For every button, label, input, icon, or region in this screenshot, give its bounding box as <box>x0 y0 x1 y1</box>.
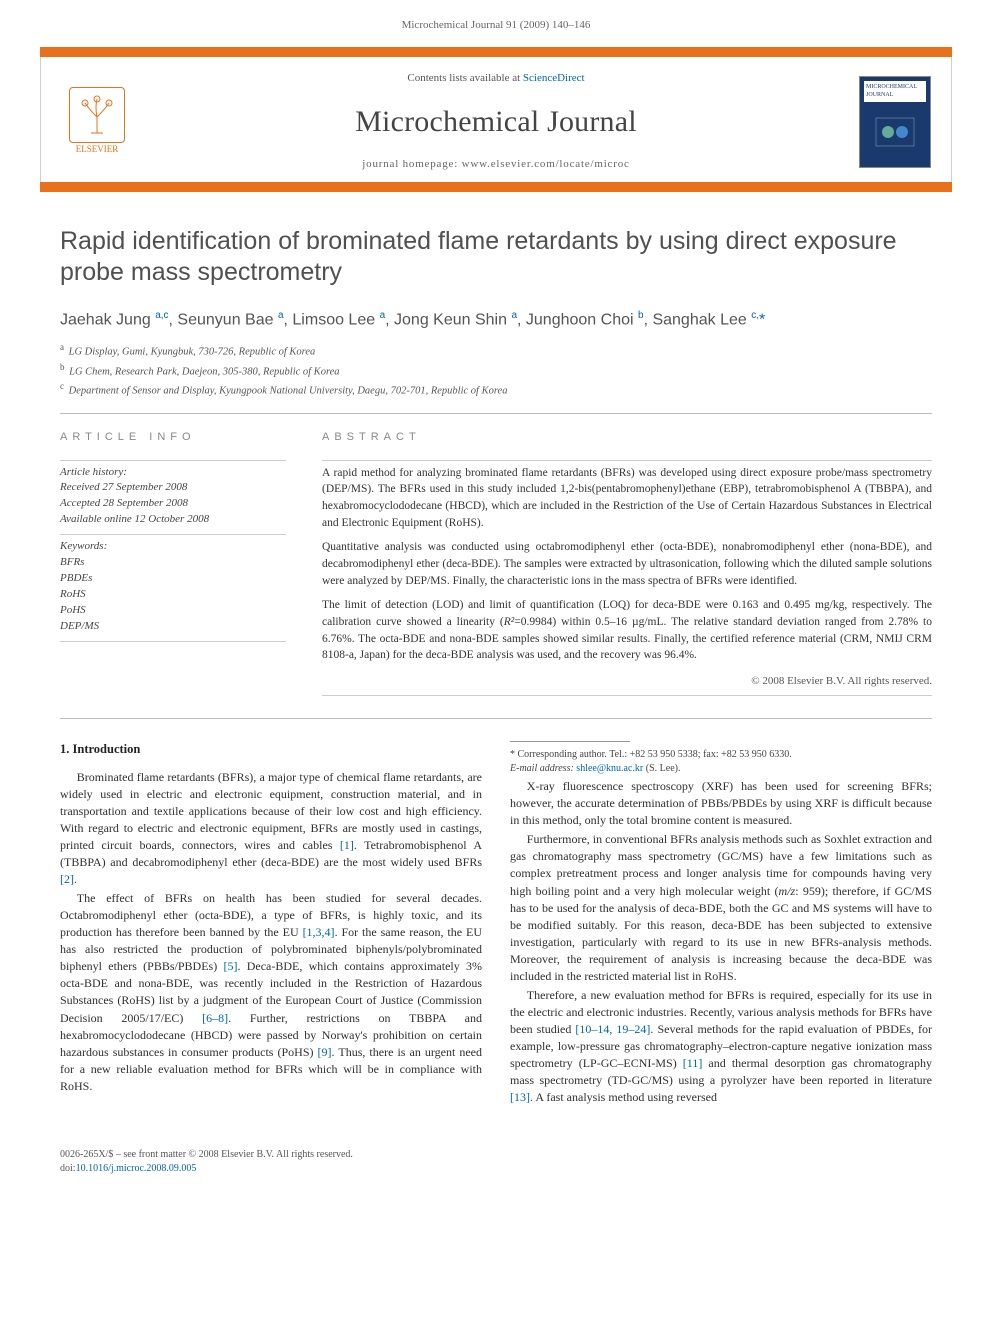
abstract-copyright: © 2008 Elsevier B.V. All rights reserved… <box>322 674 932 689</box>
masthead-accent-bar <box>40 47 952 57</box>
affiliation-c: c Department of Sensor and Display, Kyun… <box>60 380 932 399</box>
footer-left: 0026-265X/$ – see front matter © 2008 El… <box>60 1148 353 1176</box>
citation-link[interactable]: [10–14, 19–24] <box>575 1022 650 1036</box>
keyword-item: RoHS <box>60 587 286 603</box>
history-received: Received 27 September 2008 <box>60 480 286 496</box>
contents-available-line: Contents lists available at ScienceDirec… <box>151 71 841 86</box>
article-info-heading: ARTICLE INFO <box>60 430 286 445</box>
citation-link[interactable]: [6–8] <box>202 1011 228 1025</box>
footnote-email: E-mail address: shlee@knu.ac.kr (S. Lee)… <box>510 762 932 776</box>
affiliations: a LG Display, Gumi, Kyungbuk, 730-726, R… <box>60 341 932 399</box>
homepage-prefix: journal homepage: <box>362 158 461 170</box>
citation-link[interactable]: [13] <box>510 1090 530 1104</box>
section-divider <box>60 718 932 719</box>
body-paragraph: X-ray fluorescence spectroscopy (XRF) ha… <box>510 778 932 829</box>
article-history: Article history: Received 27 September 2… <box>60 465 286 529</box>
contents-prefix: Contents lists available at <box>407 72 522 84</box>
elsevier-logo-label: ELSEVIER <box>76 143 119 156</box>
doi-link[interactable]: 10.1016/j.microc.2008.09.005 <box>76 1163 197 1174</box>
journal-cover-thumbnail: MICROCHEMICAL JOURNAL <box>859 76 931 168</box>
citation-link[interactable]: [5] <box>223 959 237 973</box>
author-list: Jaehak Jung a,c, Seunyun Bae a, Limsoo L… <box>60 309 932 332</box>
citation-link[interactable]: [1] <box>340 838 354 852</box>
body-columns: 1. Introduction Brominated flame retarda… <box>60 741 932 1110</box>
running-head: Microchemical Journal 91 (2009) 140–146 <box>0 0 992 47</box>
elsevier-tree-icon <box>69 87 125 143</box>
masthead-center: Contents lists available at ScienceDirec… <box>151 71 841 172</box>
body-paragraph: Brominated flame retardants (BFRs), a ma… <box>60 769 482 888</box>
citation-link[interactable]: [2] <box>60 872 74 886</box>
body-paragraph: Furthermore, in conventional BFRs analys… <box>510 831 932 984</box>
keyword-item: BFRs <box>60 555 286 571</box>
citation-link[interactable]: [1,3,4] <box>303 925 335 939</box>
keywords-label: Keywords: <box>60 539 286 555</box>
article-title: Rapid identification of brominated flame… <box>60 226 932 289</box>
sciencedirect-link[interactable]: ScienceDirect <box>523 72 585 84</box>
info-sub-rule <box>60 460 286 461</box>
history-online: Available online 12 October 2008 <box>60 512 286 528</box>
affiliation-b: b LG Chem, Research Park, Daejeon, 305-3… <box>60 361 932 380</box>
homepage-url: www.elsevier.com/locate/microc <box>462 158 630 170</box>
history-accepted: Accepted 28 September 2008 <box>60 496 286 512</box>
footnote-corr: * Corresponding author. Tel.: +82 53 950… <box>510 748 932 762</box>
abs-sub-rule <box>322 460 932 461</box>
keyword-item: DEP/MS <box>60 619 286 635</box>
abstract-p3: The limit of detection (LOD) and limit o… <box>322 597 932 664</box>
footnote-rule <box>510 741 630 742</box>
email-link[interactable]: shlee@knu.ac.kr <box>576 763 643 774</box>
body-paragraph: The effect of BFRs on health has been st… <box>60 890 482 1094</box>
doi-line: doi:10.1016/j.microc.2008.09.005 <box>60 1162 353 1176</box>
citation-link[interactable]: [9] <box>318 1045 332 1059</box>
abstract-p2: Quantitative analysis was conducted usin… <box>322 539 932 589</box>
keyword-item: PBDEs <box>60 571 286 587</box>
abstract-column: ABSTRACT A rapid method for analyzing br… <box>322 430 932 700</box>
keyword-item: PoHS <box>60 603 286 619</box>
journal-masthead: ELSEVIER Contents lists available at Sci… <box>40 57 952 182</box>
affiliation-a: a LG Display, Gumi, Kyungbuk, 730-726, R… <box>60 341 932 360</box>
abstract-text: A rapid method for analyzing brominated … <box>322 465 932 664</box>
cover-thumb-title: MICROCHEMICAL JOURNAL <box>864 81 926 102</box>
front-matter-line: 0026-265X/$ – see front matter © 2008 El… <box>60 1148 353 1162</box>
abstract-heading: ABSTRACT <box>322 430 932 445</box>
article-info-column: ARTICLE INFO Article history: Received 2… <box>60 430 286 700</box>
divider-rule <box>60 413 932 414</box>
masthead-accent-bar-bottom <box>40 182 952 192</box>
journal-homepage-line: journal homepage: www.elsevier.com/locat… <box>151 157 841 172</box>
corresponding-author-footnote: * Corresponding author. Tel.: +82 53 950… <box>510 748 932 776</box>
abstract-p1: A rapid method for analyzing brominated … <box>322 465 932 532</box>
history-label: Article history: <box>60 465 286 481</box>
abs-sub-rule <box>322 695 932 696</box>
section-heading-introduction: 1. Introduction <box>60 741 482 759</box>
page-footer: 0026-265X/$ – see front matter © 2008 El… <box>0 1140 992 1196</box>
journal-title: Microchemical Journal <box>151 101 841 143</box>
elsevier-logo: ELSEVIER <box>61 82 133 162</box>
info-sub-rule <box>60 641 286 642</box>
info-sub-rule <box>60 534 286 535</box>
body-paragraph: Therefore, a new evaluation method for B… <box>510 987 932 1106</box>
keywords-block: Keywords: BFRs PBDEs RoHS PoHS DEP/MS <box>60 539 286 635</box>
cover-thumb-art-icon <box>864 102 926 163</box>
citation-link[interactable]: [11] <box>683 1056 703 1070</box>
